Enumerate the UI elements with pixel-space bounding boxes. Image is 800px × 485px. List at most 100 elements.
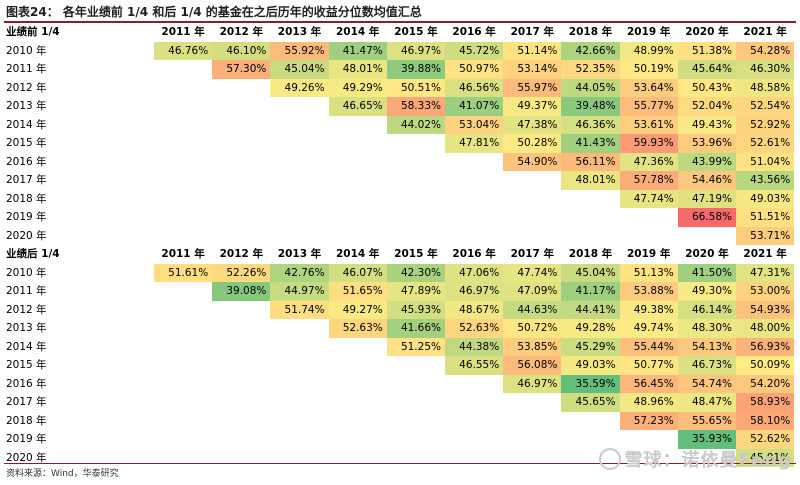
value-cell: 47.06% <box>445 263 504 282</box>
header-row: 业绩前 1/4 2011 年 2012 年 2013 年 2014 年 2015 年 201… <box>4 23 796 42</box>
section-label: 业绩后 1/4 <box>6 248 60 260</box>
column-header: 2018 年 <box>568 26 613 38</box>
value-cell: 51.25% <box>386 337 445 356</box>
value-cell: 51.51% <box>736 208 795 227</box>
value-cell: 50.77% <box>619 356 678 375</box>
table-row: 2016 年 46.97% 35.59% 56.45% 54.74% 54.20% <box>4 374 796 393</box>
value-cell: 55.92% <box>270 41 329 60</box>
value-cell: 46.30% <box>736 60 795 79</box>
value-cell: 45.04% <box>561 263 620 282</box>
watermark-text: 雪球：诺依曼Feng <box>624 450 792 471</box>
value-cell: 48.00% <box>736 319 795 338</box>
value-cell: 52.35% <box>561 60 620 79</box>
row-label: 2011 年 <box>6 285 47 297</box>
table-row: 2018 年 47.74% 47.19% 49.03% <box>4 189 796 208</box>
value-cell: 53.85% <box>503 337 562 356</box>
value-cell: 45.93% <box>386 300 445 319</box>
value-cell: 41.07% <box>445 97 504 116</box>
table-row: 2010 年 46.76% 46.10% 55.92% 41.47% 46.97% 45.7… <box>4 41 796 60</box>
value-cell: 49.38% <box>619 300 678 319</box>
column-header: 2019 年 <box>626 248 671 260</box>
table-row: 2014 年 44.02% 53.04% 47.38% 46.36% 53.61% 49.4… <box>4 115 796 134</box>
value-cell: 51.14% <box>503 41 562 60</box>
value-cell: 51.38% <box>677 41 736 60</box>
value-cell: 51.65% <box>328 282 387 301</box>
row-label: 2015 年 <box>6 359 47 371</box>
value-cell: 45.04% <box>270 60 329 79</box>
value-cell: 46.73% <box>677 356 736 375</box>
value-cell: 42.30% <box>386 263 445 282</box>
table-row: 2013 年 46.65% 58.33% 41.07% 49.37% 39.48% 55.7… <box>4 97 796 116</box>
value-cell: 53.04% <box>445 115 504 134</box>
column-header: 2020 年 <box>685 26 729 38</box>
table-row: 2010 年 51.61% 52.26% 42.76% 46.07% 42.30% 47.0… <box>4 263 796 282</box>
value-cell: 46.97% <box>445 282 504 301</box>
section-label: 业绩前 1/4 <box>6 26 60 38</box>
value-cell: 47.81% <box>445 134 504 153</box>
column-header: 2016 年 <box>452 26 496 38</box>
value-cell: 57.23% <box>619 411 678 430</box>
table-row: 2011 年 39.08% 44.97% 51.65% 47.89% 46.97% 47.0… <box>4 282 796 301</box>
row-label: 2014 年 <box>6 340 47 353</box>
value-cell: 44.41% <box>561 300 620 319</box>
row-label: 2015 年 <box>6 137 47 149</box>
row-label: 2017 年 <box>6 174 47 186</box>
column-header: 2017 年 <box>510 26 554 38</box>
value-cell: 35.59% <box>561 374 620 393</box>
top-quartile-table: 业绩前 1/4 2011 年 2012 年 2013 年 2014 年 2015 年 201… <box>4 23 796 245</box>
table-row: 2019 年 66.58% 51.51% <box>4 208 796 227</box>
value-cell: 47.09% <box>503 282 562 301</box>
row-label: 2010 年 <box>6 44 47 57</box>
value-cell: 39.88% <box>386 60 445 79</box>
value-cell: 51.74% <box>270 300 329 319</box>
value-cell: 56.45% <box>619 374 678 393</box>
value-cell: 49.43% <box>677 115 736 134</box>
value-cell: 47.74% <box>619 189 678 208</box>
value-cell: 55.65% <box>677 411 736 430</box>
value-cell: 51.61% <box>154 263 213 282</box>
value-cell: 48.01% <box>561 171 620 190</box>
table-row: 2011 年 57.30% 45.04% 48.01% 39.88% 50.97% 53.1… <box>4 60 796 79</box>
watermark: 雪球：诺依曼Feng <box>598 446 792 472</box>
value-cell: 55.97% <box>503 78 562 97</box>
value-cell: 52.26% <box>212 263 271 282</box>
column-header: 2013 年 <box>277 248 322 260</box>
value-cell: 52.63% <box>328 319 387 338</box>
value-cell: 46.56% <box>445 78 504 97</box>
value-cell: 53.71% <box>736 226 795 245</box>
value-cell: 53.96% <box>677 134 736 153</box>
column-header: 2011 年 <box>161 248 205 260</box>
value-cell: 46.65% <box>328 97 387 116</box>
table-row: 2020 年 53.71% <box>4 226 796 245</box>
source-note: 资料来源：Wind，华泰研究 <box>6 469 119 479</box>
row-label: 2018 年 <box>6 414 47 427</box>
value-cell: 66.58% <box>677 208 736 227</box>
column-header: 2014 年 <box>335 248 380 260</box>
column-header: 2020 年 <box>685 248 729 260</box>
value-cell: 54.28% <box>736 41 795 60</box>
value-cell: 48.47% <box>677 393 736 412</box>
row-label: 2012 年 <box>6 303 47 316</box>
value-cell: 52.63% <box>445 319 504 338</box>
value-cell: 58.33% <box>386 97 445 116</box>
value-cell: 45.65% <box>561 393 620 412</box>
row-label: 2019 年 <box>6 433 47 445</box>
value-cell: 41.66% <box>386 319 445 338</box>
value-cell: 50.09% <box>736 356 795 375</box>
value-cell: 50.43% <box>677 78 736 97</box>
value-cell: 47.89% <box>386 282 445 301</box>
value-cell: 46.97% <box>386 41 445 60</box>
value-cell: 59.93% <box>619 134 678 153</box>
table-row: 2016 年 54.90% 56.11% 47.36% 43.99% 51.04% <box>4 152 796 171</box>
value-cell: 54.74% <box>677 374 736 393</box>
value-cell: 45.91% <box>736 448 795 467</box>
table-row: 2018 年 57.23% 55.65% 58.10% <box>4 411 796 430</box>
value-cell: 45.72% <box>445 41 504 60</box>
table-row: 2020 年 45.91% <box>4 448 796 467</box>
column-header: 2012 年 <box>219 248 263 260</box>
value-cell: 49.03% <box>561 356 620 375</box>
snowball-logo-icon <box>598 448 621 470</box>
value-cell: 54.20% <box>736 374 795 393</box>
value-cell: 48.01% <box>328 60 387 79</box>
value-cell: 39.48% <box>561 97 620 116</box>
